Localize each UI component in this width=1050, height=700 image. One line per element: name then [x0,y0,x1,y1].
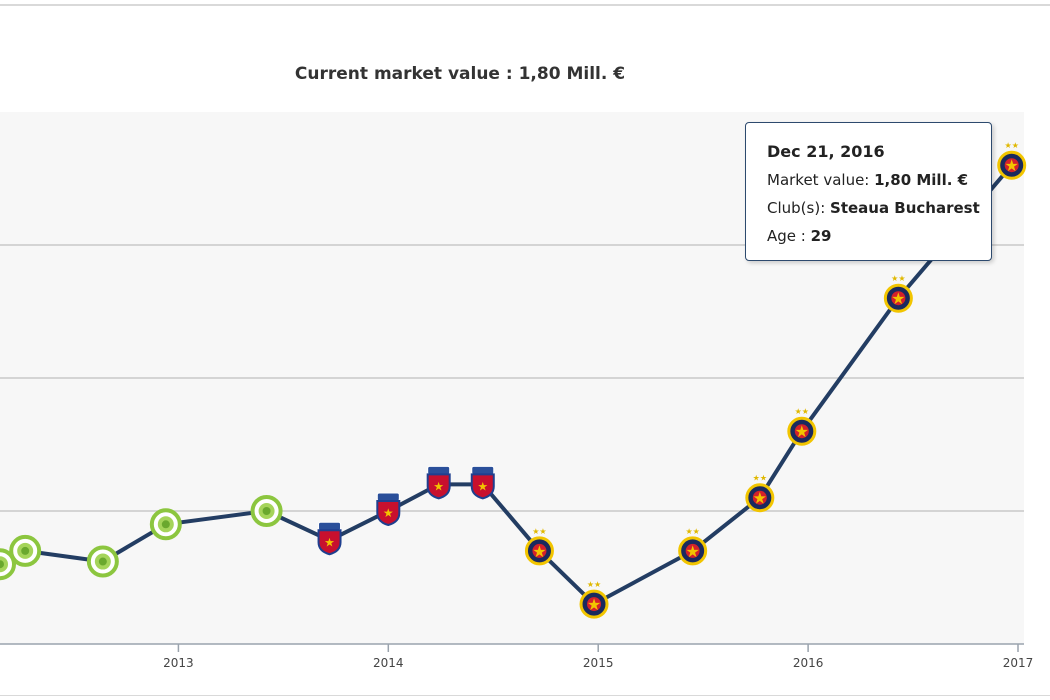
tooltip-age-label: Age : [767,227,811,245]
data-point-steaua_old-crest[interactable]: ★ [426,465,451,500]
x-tick-label: 2015 [583,656,614,670]
svg-text:★: ★ [433,479,444,493]
svg-text:★★: ★★ [685,527,699,536]
svg-text:★★: ★★ [1005,141,1019,150]
frame-top-border [0,0,1050,6]
x-tick-label: 2013 [163,656,194,670]
tooltip-market-value-label: Market value: [767,171,875,189]
svg-text:★★: ★★ [795,407,809,416]
data-point-steaua-crest[interactable]: ★★★ [524,527,554,566]
svg-text:★★: ★★ [587,580,601,589]
data-point-green-crest[interactable] [250,495,283,527]
svg-text:★: ★ [383,506,394,520]
x-tick-label: 2017 [1003,656,1034,670]
svg-text:★: ★ [532,542,546,561]
tooltip-market-value: 1,80 Mill. € [874,171,969,189]
svg-text:★★: ★★ [753,474,767,483]
data-point-steaua-crest[interactable]: ★★★ [678,527,708,566]
svg-text:★★: ★★ [891,274,905,283]
chart-title: Current market value : 1,80 Mill. € [294,64,626,84]
series-line [0,163,1014,607]
data-point-steaua-crest[interactable]: ★★★ [997,141,1027,180]
svg-text:★: ★ [587,595,601,614]
data-point-steaua_old-crest[interactable]: ★ [470,465,495,500]
data-point-green-crest[interactable] [149,508,182,541]
data-point-steaua-crest[interactable]: ★★★ [787,407,817,446]
tooltip-date: Dec 21, 2016 [767,142,885,161]
tooltip-club-label: Club(s): [767,199,831,217]
tooltip-age: 29 [810,227,832,245]
svg-text:★: ★ [324,535,335,549]
x-tick-label: 2014 [373,656,404,670]
svg-text:★: ★ [891,289,905,308]
tooltip-market-value-row: Market value: 1,80 Mill. € [767,166,991,194]
data-point-green-crest[interactable] [9,534,42,567]
data-point-steaua-crest[interactable]: ★★★ [745,474,775,513]
svg-text:★: ★ [1005,156,1019,175]
tooltip-club: Steaua Bucharest [830,199,980,217]
data-point-steaua-crest[interactable]: ★★★ [579,580,609,619]
svg-text:★★: ★★ [532,527,546,536]
svg-text:★: ★ [753,489,767,508]
data-point-steaua_old-crest[interactable]: ★ [317,521,342,556]
frame-bottom-border [0,695,1050,696]
svg-text:★: ★ [477,479,488,493]
tooltip: Dec 21, 2016 Market value: 1,80 Mill. € … [745,122,992,261]
x-tick-label: 2016 [793,656,824,670]
data-point-steaua-crest[interactable]: ★★★ [883,274,913,313]
tooltip-club-row: Club(s): Steaua Bucharest [767,194,991,222]
svg-text:★: ★ [795,422,809,441]
tooltip-age-row: Age : 29 [767,222,991,250]
data-point-steaua_old-crest[interactable]: ★ [376,492,401,527]
data-point-green-crest[interactable] [86,545,119,578]
svg-text:★: ★ [685,542,699,561]
